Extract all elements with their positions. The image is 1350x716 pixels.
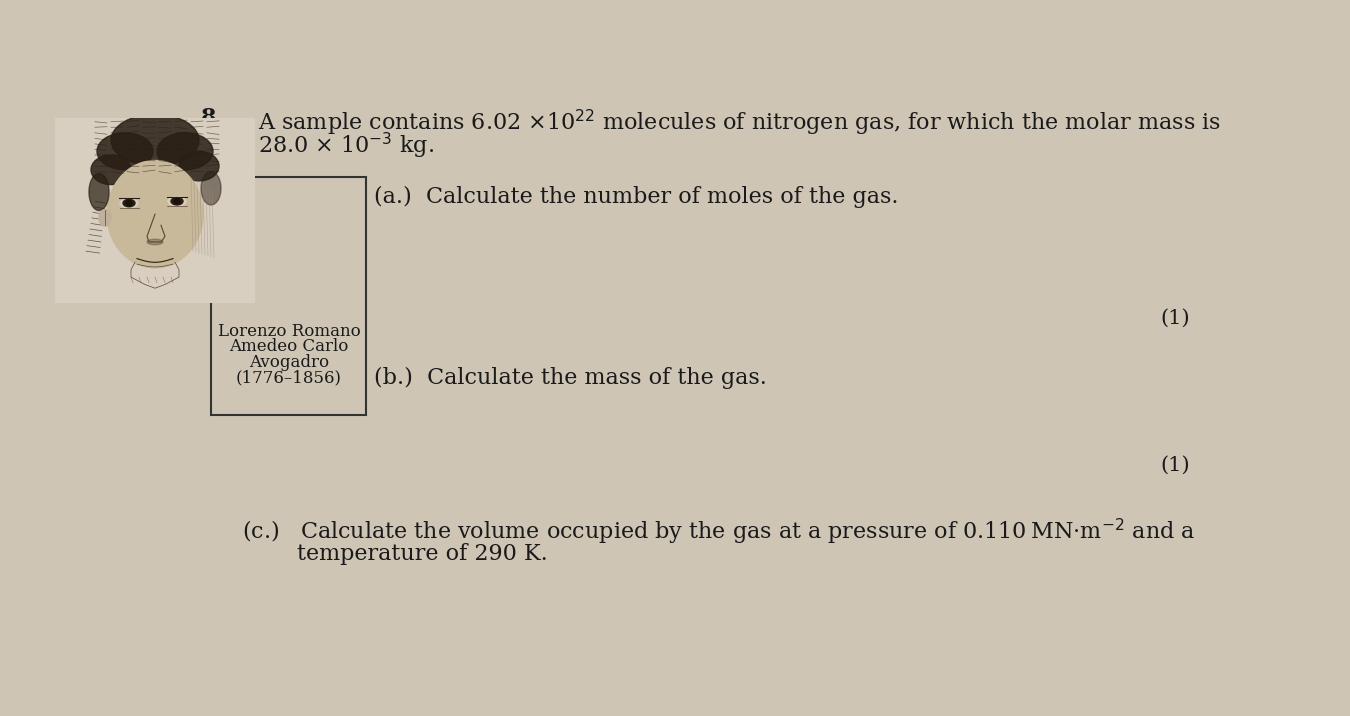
Ellipse shape [97,132,153,170]
Ellipse shape [89,173,109,211]
Text: (1776–1856): (1776–1856) [236,369,342,386]
Text: Amedeo Carlo: Amedeo Carlo [230,339,348,355]
Text: Avogadro: Avogadro [248,354,329,371]
Text: A sample contains 6.02 ×10$^{22}$ molecules of nitrogen gas, for which the molar: A sample contains 6.02 ×10$^{22}$ molecu… [258,107,1220,137]
Text: (1): (1) [1161,309,1191,328]
Text: 28.0 × 10$^{-3}$ kg.: 28.0 × 10$^{-3}$ kg. [258,130,435,161]
Ellipse shape [167,197,186,206]
Ellipse shape [126,200,132,206]
Bar [212,177,366,415]
Text: temperature of 290 K.: temperature of 290 K. [297,543,547,564]
Ellipse shape [90,155,131,185]
Text: (1): (1) [1161,455,1191,475]
Ellipse shape [111,115,198,166]
Ellipse shape [201,172,221,205]
Text: (b.)  Calculate the mass of the gas.: (b.) Calculate the mass of the gas. [374,367,767,389]
Ellipse shape [99,210,111,226]
Text: (c.)   Calculate the volume occupied by the gas at a pressure of 0.110 MN·m$^{-2: (c.) Calculate the volume occupied by th… [243,517,1196,547]
Ellipse shape [180,151,219,181]
Text: (a.)  Calculate the number of moles of the gas.: (a.) Calculate the number of moles of th… [374,186,899,208]
Ellipse shape [174,198,180,204]
Ellipse shape [147,239,163,245]
Ellipse shape [123,199,135,207]
Text: 8.: 8. [201,107,224,130]
Text: Lorenzo Romano: Lorenzo Romano [217,323,360,340]
Ellipse shape [171,198,184,205]
Ellipse shape [120,198,138,208]
Ellipse shape [157,132,213,170]
Ellipse shape [107,160,202,268]
